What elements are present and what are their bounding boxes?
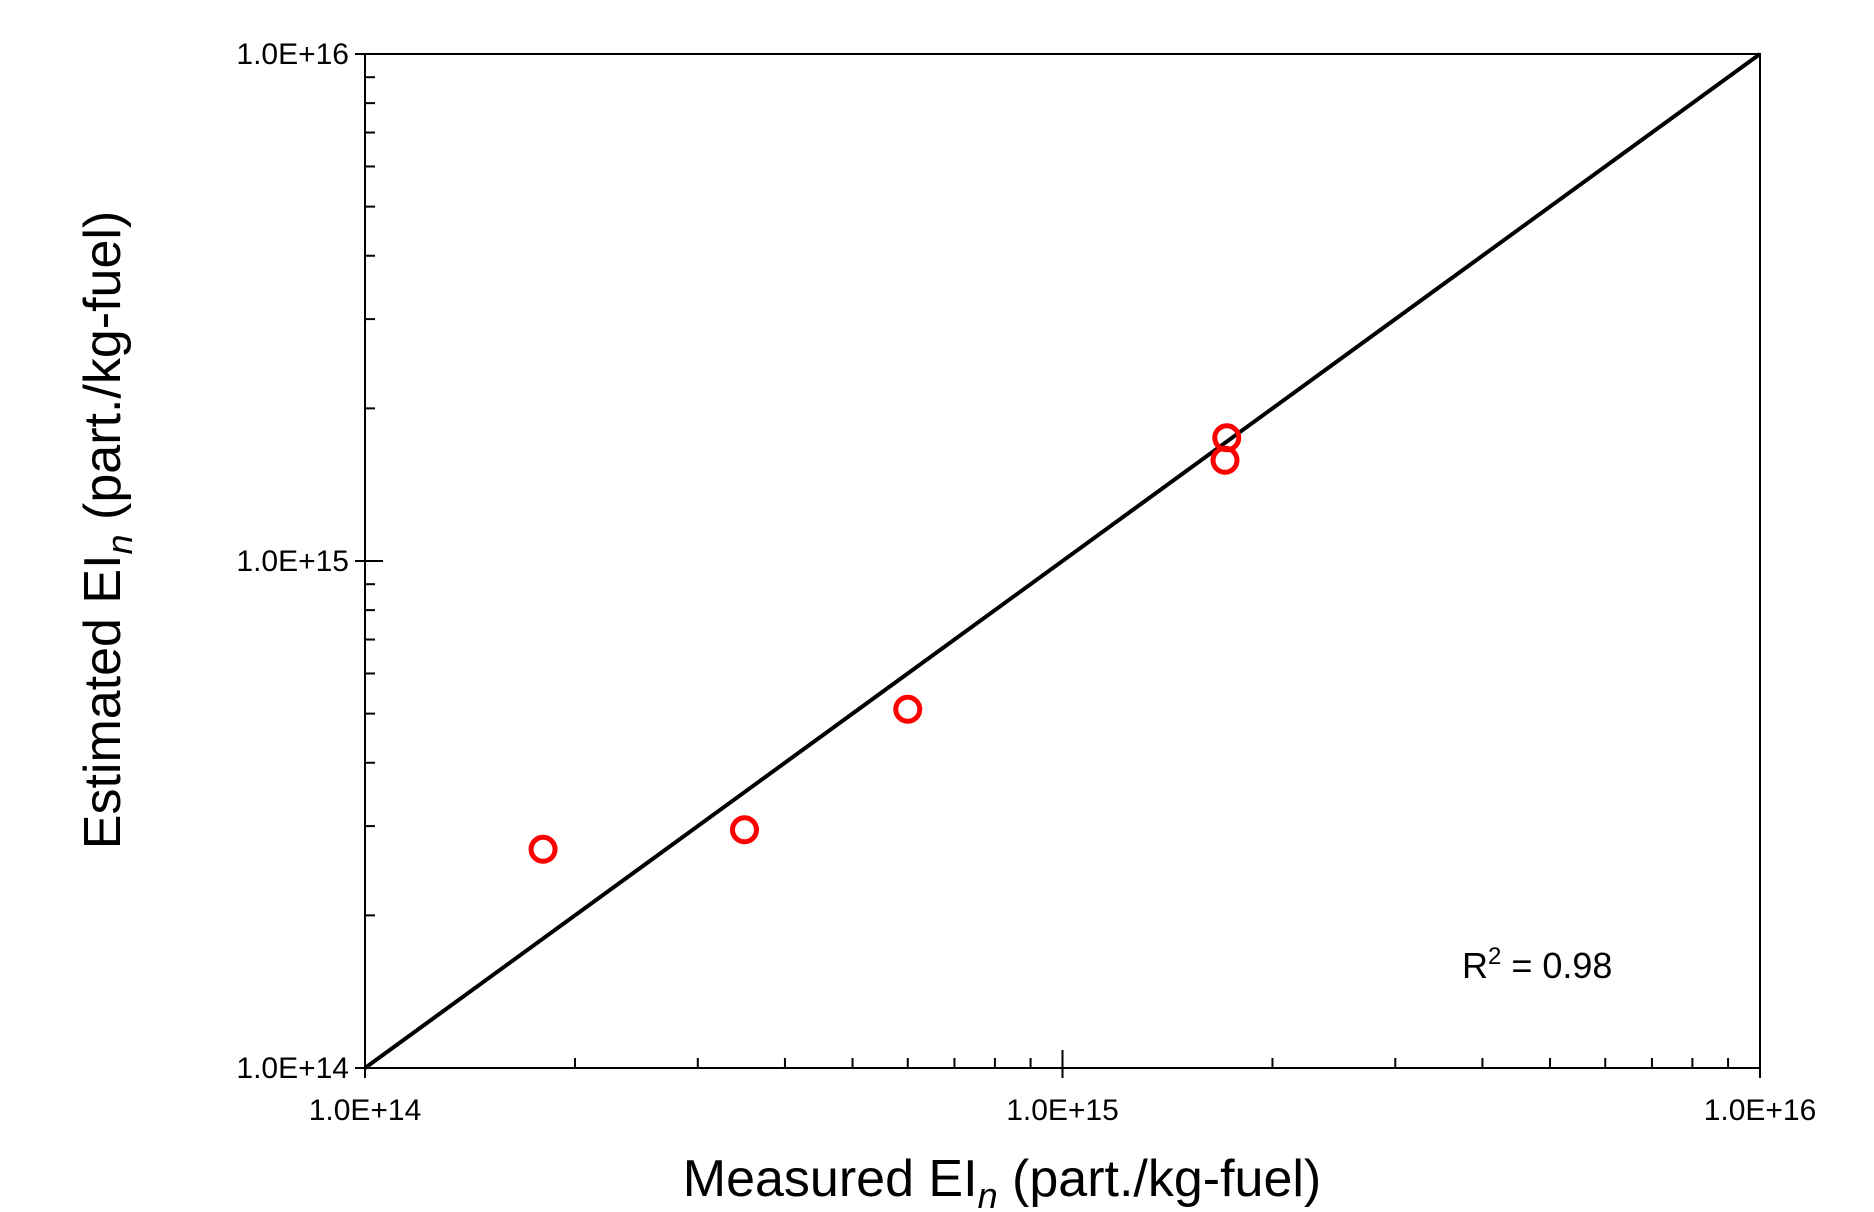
data-point <box>729 815 759 845</box>
data-point <box>893 694 923 724</box>
y-tick-label: 1.0E+16 <box>236 38 349 71</box>
y-tick-label: 1.0E+14 <box>236 1052 349 1085</box>
x-tick-labels: 1.0E+14 1.0E+15 1.0E+16 <box>309 1094 1817 1127</box>
data-point <box>528 834 558 864</box>
x-axis-title-suffix: (part./kg-fuel) <box>998 1150 1322 1208</box>
x-axis-title-subscript: n <box>978 1175 998 1212</box>
data-points <box>528 423 1242 864</box>
r-squared-value: = 0.98 <box>1501 945 1612 986</box>
data-point <box>1210 445 1240 475</box>
r-squared-base: R <box>1462 945 1488 986</box>
x-tick-label: 1.0E+16 <box>1704 1094 1817 1127</box>
y-axis-title-suffix: (part./kg-fuel) <box>74 211 132 535</box>
x-axis-title: Measured EIn (part./kg-fuel) <box>683 1150 1322 1212</box>
plot-frame <box>364 53 1761 1069</box>
y-axis-title: Estimated EIn (part./kg-fuel) <box>74 211 140 849</box>
x-axis-title-prefix: Measured EI <box>683 1150 978 1208</box>
r-squared-annotation: R2 = 0.98 <box>1462 943 1612 986</box>
y-axis-title-subscript: n <box>99 534 140 554</box>
y-tick-label: 1.0E+15 <box>236 545 349 578</box>
minor-ticks <box>365 76 1730 1068</box>
one-to-one-line <box>363 52 1762 1070</box>
r-squared-superscript: 2 <box>1488 943 1501 970</box>
x-tick-label: 1.0E+15 <box>1006 1094 1119 1127</box>
y-axis-title-prefix: Estimated EI <box>74 554 132 849</box>
y-tick-labels: 1.0E+14 1.0E+15 1.0E+16 <box>236 38 349 1085</box>
x-tick-label: 1.0E+14 <box>309 1094 422 1127</box>
